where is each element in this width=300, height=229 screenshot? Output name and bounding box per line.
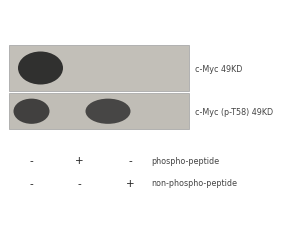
Ellipse shape xyxy=(85,99,130,124)
Text: -: - xyxy=(129,155,132,165)
Text: c-Myc (p-T58) 49KD: c-Myc (p-T58) 49KD xyxy=(195,107,273,116)
FancyBboxPatch shape xyxy=(9,46,189,92)
Text: -: - xyxy=(30,178,33,188)
Text: c-Myc 49KD: c-Myc 49KD xyxy=(195,64,242,73)
Text: -: - xyxy=(78,178,81,188)
Text: phospho-peptide: phospho-peptide xyxy=(152,156,220,165)
Text: -: - xyxy=(30,155,33,165)
Text: +: + xyxy=(75,155,84,165)
Text: +: + xyxy=(126,178,135,188)
FancyBboxPatch shape xyxy=(9,94,189,129)
Ellipse shape xyxy=(14,99,50,124)
Ellipse shape xyxy=(18,52,63,85)
Text: non-phospho-peptide: non-phospho-peptide xyxy=(152,179,238,188)
